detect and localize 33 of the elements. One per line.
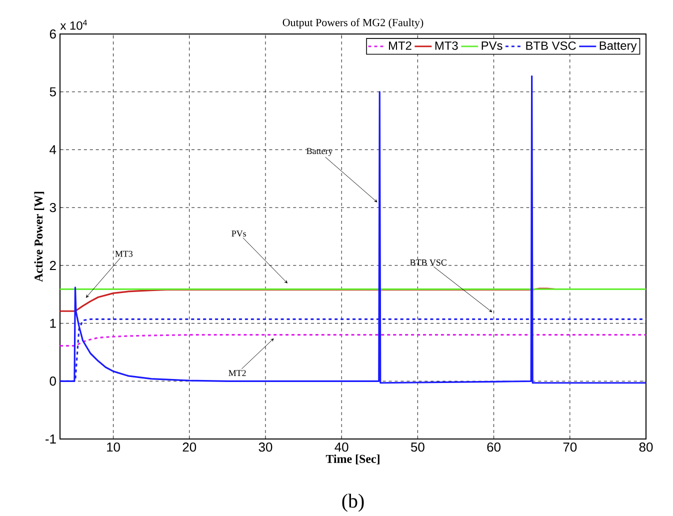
- y-tick-label: 5: [50, 87, 56, 96]
- annotation: PVs: [232, 230, 246, 237]
- x-tick-label: 50: [411, 442, 424, 452]
- x-tick-label: 80: [639, 442, 653, 452]
- chart-title: Output Powers of MG2 (Faulty): [282, 18, 424, 28]
- y-axis-title: Active Power [W]: [34, 192, 44, 282]
- annotation: MT2: [228, 370, 246, 376]
- y-tick-label: 6: [50, 29, 56, 39]
- y-tick-label: 0: [50, 376, 56, 386]
- y-tick-label: 2: [50, 260, 56, 270]
- x-tick-label: 40: [334, 442, 348, 452]
- annotation: MT3: [115, 250, 133, 257]
- y-tick-label: 3: [50, 202, 56, 212]
- legend-label: BTB VSC: [526, 41, 576, 50]
- x-tick-label: 10: [107, 442, 120, 452]
- x-tick-label: 70: [563, 442, 577, 452]
- x-axis-title: Time [Sec]: [326, 454, 380, 464]
- legend-label: MT3: [435, 41, 458, 50]
- y-tick-label: -1: [46, 434, 56, 444]
- annotation: BTB VSC: [410, 259, 446, 266]
- text: (b): [342, 494, 364, 512]
- legend-label: PVs: [482, 42, 502, 50]
- y-tick-label: 4: [50, 145, 56, 154]
- x-tick-label: 60: [487, 442, 500, 452]
- line-series: [60, 75, 646, 384]
- legend-label: Battery: [600, 42, 637, 52]
- line-series: [60, 334, 646, 347]
- y-tick-label: 1: [50, 318, 56, 328]
- x-tick-label: 20: [182, 442, 196, 452]
- legend-label: MT2: [389, 41, 412, 50]
- x-tick-label: 30: [258, 442, 272, 452]
- text: x 10$^{4}$: [60, 20, 87, 30]
- annotation: Battery: [306, 148, 333, 156]
